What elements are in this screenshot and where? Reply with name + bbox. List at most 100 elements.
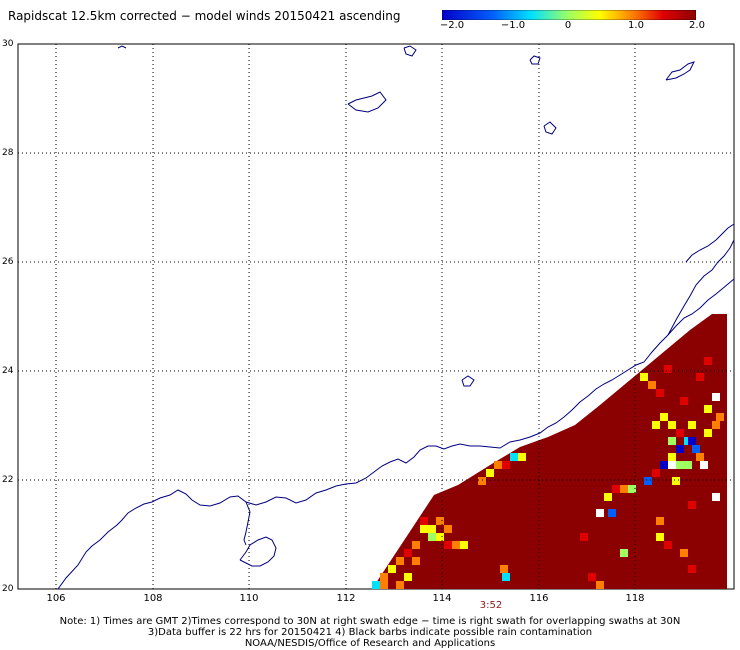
swath-cell	[420, 517, 428, 525]
swath-cell	[620, 485, 628, 493]
colorbar-label-minus-1: −1.0	[500, 20, 526, 31]
lon-label-106: 106	[46, 593, 66, 604]
colorbar-label-zero: 0	[564, 20, 572, 31]
swath-cell	[412, 541, 420, 549]
swath-cell	[588, 573, 596, 581]
swath-cell	[668, 461, 676, 469]
island-5	[403, 45, 417, 57]
swath-cell	[680, 397, 688, 405]
lon-label-116: 116	[529, 593, 549, 604]
swath-cell	[676, 429, 684, 437]
swath-cell	[486, 469, 494, 477]
swath-cell	[452, 541, 460, 549]
lat-label-30: 30	[2, 39, 14, 49]
lon-label-114: 114	[432, 593, 452, 604]
swath-cell	[628, 485, 636, 493]
swath-cell	[656, 517, 664, 525]
swath-cell	[696, 373, 704, 381]
swath-cell	[668, 453, 676, 461]
swath-cell	[652, 421, 660, 429]
swath-field	[372, 314, 727, 589]
swath-cell	[444, 525, 452, 533]
swath-cell	[604, 493, 612, 501]
swath-cell	[656, 389, 664, 397]
map-title: Rapidscat 12.5km corrected − model winds…	[8, 9, 401, 23]
swath-cell	[396, 557, 404, 565]
note-line-1: Note: 1) Times are GMT 2)Times correspon…	[59, 616, 681, 627]
swath-cell	[608, 509, 616, 517]
swath-cell	[684, 461, 692, 469]
swath-cell	[668, 421, 676, 429]
swath-cell	[688, 437, 696, 445]
swath-cell	[676, 461, 684, 469]
swath-time-label: 3:52	[479, 600, 503, 611]
swath-cell	[644, 477, 652, 485]
swath-cell	[460, 541, 468, 549]
lon-label-108: 108	[143, 593, 163, 604]
colorbar-label-plus-1: 1.0	[628, 20, 644, 31]
hainan-island	[239, 536, 277, 567]
swath-cell	[664, 541, 672, 549]
swath-cells	[372, 357, 724, 589]
north-coast-islands	[685, 223, 735, 263]
swath-cell	[428, 525, 436, 533]
swath-cell	[656, 533, 664, 541]
note-line-2: 3)Data buffer is 22 hrs for 20150421 4) …	[147, 627, 593, 638]
swath-cell	[620, 549, 628, 557]
swath-cell	[692, 445, 700, 453]
island-3	[543, 121, 557, 135]
swath-cell	[510, 453, 518, 461]
swath-cell	[652, 469, 660, 477]
swath-cell	[612, 485, 620, 493]
island-7	[117, 45, 127, 49]
island-east-china-sea	[665, 61, 695, 81]
swath-cell	[500, 565, 508, 573]
swath-cell	[420, 525, 428, 533]
swath-cell	[704, 357, 712, 365]
swath-cell	[404, 549, 412, 557]
swath-cell	[428, 533, 436, 541]
colorbar-gradient	[442, 10, 696, 20]
swath-cell	[518, 453, 526, 461]
swath-cell	[712, 421, 720, 429]
swath-cell	[444, 541, 452, 549]
lat-label-22: 22	[2, 475, 14, 485]
lat-label-20: 20	[2, 584, 14, 594]
note-line-3: NOAA/NESDIS/Office of Research and Appli…	[244, 638, 496, 649]
swath-cell	[596, 581, 604, 589]
swath-cell	[580, 533, 588, 541]
swath-background	[372, 314, 727, 589]
swath-cell	[696, 453, 704, 461]
swath-cell	[688, 421, 696, 429]
island-6	[461, 375, 475, 387]
swath-cell	[396, 581, 404, 589]
swath-cell	[672, 477, 680, 485]
swath-cell	[680, 549, 688, 557]
swath-cell	[502, 461, 510, 469]
swath-cell	[640, 373, 648, 381]
swath-cell	[700, 461, 708, 469]
swath-cell	[688, 501, 696, 509]
swath-cell	[502, 573, 510, 581]
island-4	[529, 55, 541, 65]
swath-cell	[648, 381, 656, 389]
coastline	[57, 45, 735, 590]
swath-cell	[388, 565, 396, 573]
swath-cell	[668, 437, 676, 445]
lat-label-28: 28	[2, 148, 14, 158]
island-2	[347, 91, 387, 113]
swath-cell	[664, 365, 672, 373]
swath-cell	[712, 493, 720, 501]
leizhou-coast	[243, 501, 251, 546]
colorbar	[442, 10, 696, 20]
lon-label-110: 110	[239, 593, 259, 604]
swath-cell	[380, 581, 388, 589]
colorbar-label-minus-2: −2.0	[439, 20, 465, 31]
swath-cell	[412, 557, 420, 565]
swath-cell	[716, 413, 724, 421]
colorbar-label-plus-2: 2.0	[689, 20, 705, 31]
lat-label-24: 24	[2, 366, 14, 376]
swath-cell	[404, 573, 412, 581]
swath-cell	[660, 461, 668, 469]
swath-cell	[596, 509, 604, 517]
